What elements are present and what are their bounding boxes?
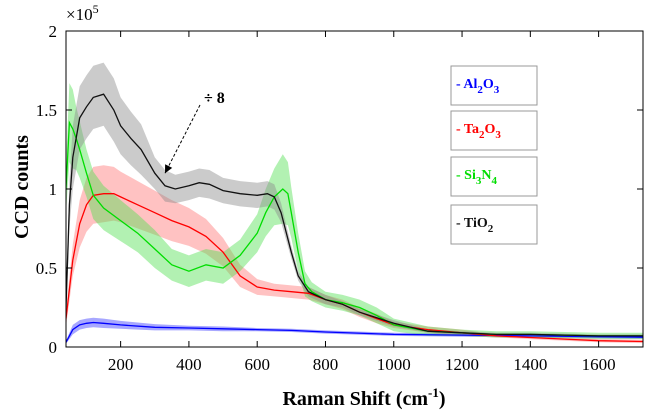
x-tick-label: 1200 bbox=[445, 355, 479, 374]
y-exponent-base: ×10 bbox=[66, 5, 93, 24]
annotation-arrow bbox=[164, 104, 201, 174]
x-tick-label: 400 bbox=[176, 355, 202, 374]
band-tio2 bbox=[66, 62, 643, 338]
x-axis-ticks: 200 400 600 800 1000 1200 1400 1600 bbox=[108, 31, 616, 374]
legend-label: - Si3N4 bbox=[456, 168, 497, 187]
series-line-al2o3 bbox=[66, 321, 643, 343]
x-tick-label: 1400 bbox=[513, 355, 547, 374]
x-tick-label: 200 bbox=[108, 355, 134, 374]
y-tick-label: 0.5 bbox=[36, 259, 57, 278]
band-ta2o3 bbox=[66, 165, 643, 344]
band-si3n4 bbox=[66, 83, 643, 340]
legend-box bbox=[450, 65, 538, 106]
legend-item-tio2: - TiO2 bbox=[450, 204, 538, 245]
legend-box bbox=[450, 110, 538, 151]
y-exponent-label: ×105 bbox=[66, 2, 99, 24]
series-line-tio2 bbox=[66, 93, 643, 337]
legend-label: - TiO2 bbox=[456, 216, 494, 235]
legend-box bbox=[450, 156, 538, 197]
x-tick-label: 800 bbox=[313, 355, 339, 374]
x-tick-label: 1600 bbox=[582, 355, 616, 374]
legend-item-si3n4: - Si3N4 bbox=[450, 156, 538, 197]
uncertainty-bands bbox=[66, 62, 643, 344]
legend: - Al2O3 - Ta2O3 - Si3N4 - TiO2 bbox=[450, 65, 538, 245]
y-tick-label: 0 bbox=[49, 338, 58, 357]
legend-item-al2o3: - Al2O3 bbox=[450, 65, 538, 106]
annotation-text: ÷ 8 bbox=[204, 90, 225, 107]
annotation-divide-by-8: ÷ 8 bbox=[164, 90, 225, 174]
x-tick-label: 1000 bbox=[377, 355, 411, 374]
y-tick-label: 2 bbox=[49, 22, 58, 41]
y-exponent-power: 5 bbox=[93, 2, 99, 16]
legend-label: - Al2O3 bbox=[456, 77, 500, 96]
legend-item-ta2o3: - Ta2O3 bbox=[450, 110, 538, 151]
x-axis-title: Raman Shift (cm-1) bbox=[282, 385, 445, 410]
y-axis-ticks: 0 0.5 1 1.5 2 bbox=[36, 22, 643, 357]
x-axis-title-sup: -1 bbox=[428, 385, 439, 400]
annotation-arrowhead bbox=[165, 164, 173, 174]
y-tick-label: 1 bbox=[49, 180, 58, 199]
legend-box bbox=[450, 204, 538, 245]
legend-label: - Ta2O3 bbox=[456, 122, 501, 141]
x-axis-title-end: ) bbox=[439, 388, 446, 410]
series-lines bbox=[66, 93, 643, 343]
y-tick-label: 1.5 bbox=[36, 101, 57, 120]
x-tick-label: 600 bbox=[244, 355, 270, 374]
x-axis-title-main: Raman Shift (cm bbox=[282, 388, 428, 410]
y-axis-title: CCD counts bbox=[11, 135, 33, 239]
